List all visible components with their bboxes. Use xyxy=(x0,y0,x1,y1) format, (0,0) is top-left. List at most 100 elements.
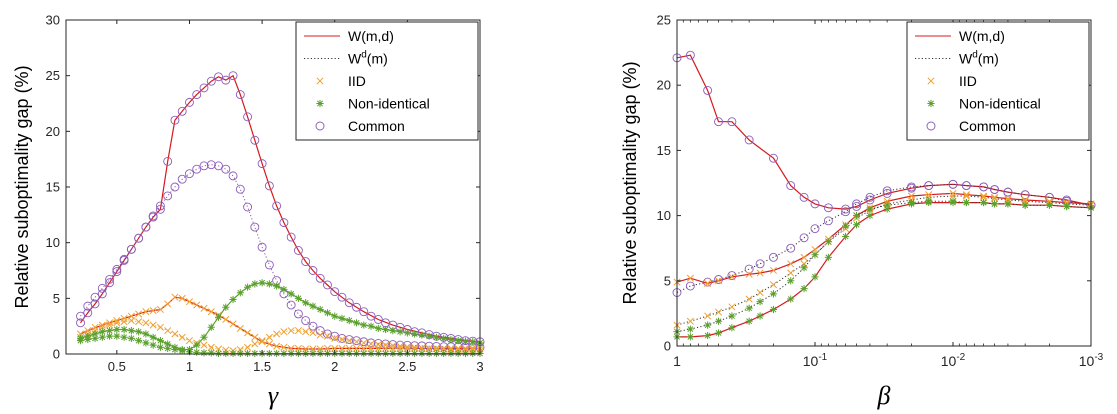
right-series-5-point xyxy=(745,304,753,312)
left-series-7-point xyxy=(105,332,114,340)
right-series-2-point xyxy=(787,260,795,268)
left-series-2-point xyxy=(119,254,129,264)
right-series-5-point xyxy=(842,222,850,230)
right-legend-marker xyxy=(927,99,935,108)
left-series-6-point xyxy=(91,330,99,338)
left-series-7-point xyxy=(418,349,426,358)
left-series-4-point xyxy=(447,344,455,352)
left-series-2-point xyxy=(185,169,194,179)
left-series-2-point xyxy=(352,336,361,346)
right-series-1-point xyxy=(852,199,861,209)
left-series-4-point xyxy=(185,298,194,306)
right-series-3-point xyxy=(714,308,723,316)
left-series-6-point xyxy=(142,330,150,338)
left-series-2-point xyxy=(199,161,209,171)
left-y-tick-label: 30 xyxy=(46,13,60,28)
left-series-2-point xyxy=(170,182,180,192)
right-series-1-point xyxy=(744,264,754,274)
left-legend-label: IID xyxy=(348,73,366,89)
left-series-2-point xyxy=(228,171,238,181)
left-series-5-point xyxy=(178,333,186,341)
left-series-7-point xyxy=(454,349,462,358)
right-series-5-point xyxy=(800,264,808,272)
right-legend-item: Wd(m) xyxy=(915,50,999,67)
right-series-5-point xyxy=(883,201,891,209)
right-series-1-point xyxy=(799,233,809,243)
right-series-3-point xyxy=(686,317,694,325)
left-legend-marker xyxy=(315,121,325,131)
left-y-axis-label: Relative suboptimality gap (%) xyxy=(12,65,32,308)
right-series-1-point xyxy=(1020,190,1030,200)
left-legend-label: Common xyxy=(348,118,405,134)
left-series-7-point xyxy=(127,334,135,343)
left-series-6-point xyxy=(258,279,266,287)
left-series-5-point xyxy=(345,337,353,345)
right-series-5-point xyxy=(866,205,874,213)
left-series-7-point xyxy=(302,349,310,358)
left-series-5-point xyxy=(135,318,143,326)
left-series-4-point xyxy=(265,340,273,348)
right-series-3-point xyxy=(980,193,988,201)
right-series-1-point xyxy=(990,185,999,194)
left-series-7-point xyxy=(374,349,382,358)
left-series-7-point xyxy=(149,341,157,349)
left-legend-item: Common xyxy=(315,118,405,134)
left-series-6-point xyxy=(236,289,244,297)
left-series-5-point xyxy=(294,327,302,335)
left-series-6-point xyxy=(461,337,470,345)
left-series-1-point xyxy=(250,135,260,145)
left-series-5-point xyxy=(120,318,128,326)
left-series-1-point xyxy=(177,106,187,116)
left-series-7-point xyxy=(207,349,215,357)
right-legend-item: W(m,d) xyxy=(915,28,1005,44)
left-y-tick-label: 25 xyxy=(46,68,60,83)
left-series-1-point xyxy=(264,181,274,191)
left-series-6-point xyxy=(302,299,310,307)
right-series-2-point xyxy=(800,253,808,261)
right-series-1-point xyxy=(703,277,713,287)
left-series-5-point xyxy=(127,317,135,325)
right-series-1-point xyxy=(948,179,958,189)
left-series-4-point xyxy=(403,344,411,352)
right-series-2-point xyxy=(1004,195,1012,203)
right-series-2-point xyxy=(756,269,764,277)
left-series-5-point xyxy=(287,327,295,335)
left-series-0-line xyxy=(80,74,481,343)
right-series-0-point xyxy=(823,203,833,213)
right-series-4-point xyxy=(745,317,753,325)
left-series-4-point xyxy=(91,323,99,331)
left-series-4-point xyxy=(222,315,230,324)
left-series-1-point xyxy=(286,232,296,242)
right-series-5-point xyxy=(1063,202,1071,211)
right-x-tick-label: 10-3 xyxy=(1079,352,1104,369)
left-series-2-point xyxy=(221,164,231,174)
right-series-1-point xyxy=(1003,187,1013,197)
left-series-6-point xyxy=(243,283,252,291)
right-series-0-point xyxy=(852,202,861,211)
left-series-6-point xyxy=(381,325,390,334)
right-series-3-point xyxy=(962,192,970,200)
right-series-2-point xyxy=(925,191,933,199)
left-series-2-point xyxy=(308,321,318,331)
left-series-6-point xyxy=(273,282,281,290)
right-series-4-point xyxy=(811,273,819,281)
left-series-1-point xyxy=(97,289,107,299)
left-series-2-point xyxy=(337,333,347,343)
left-legend-item: W(m,d) xyxy=(304,28,394,44)
left-series-5-point xyxy=(280,328,288,336)
left-series-5-point xyxy=(156,323,164,331)
left-series-5-point xyxy=(251,340,259,348)
left-series-2-point xyxy=(76,311,85,321)
right-legend-label: W(m,d) xyxy=(959,28,1005,44)
right-series-2-point xyxy=(728,273,736,281)
left-series-4-point xyxy=(411,344,419,352)
right-series-1-point xyxy=(979,182,989,192)
left-series-6-point xyxy=(374,324,382,332)
left-series-7-point xyxy=(113,332,121,340)
left-series-7-point xyxy=(338,349,346,358)
left-series-5-point xyxy=(374,340,382,349)
left-series-1-point xyxy=(366,311,376,321)
left-series-4-point xyxy=(113,317,121,325)
left-series-2-point xyxy=(126,244,136,254)
left-series-5-point xyxy=(316,331,324,339)
